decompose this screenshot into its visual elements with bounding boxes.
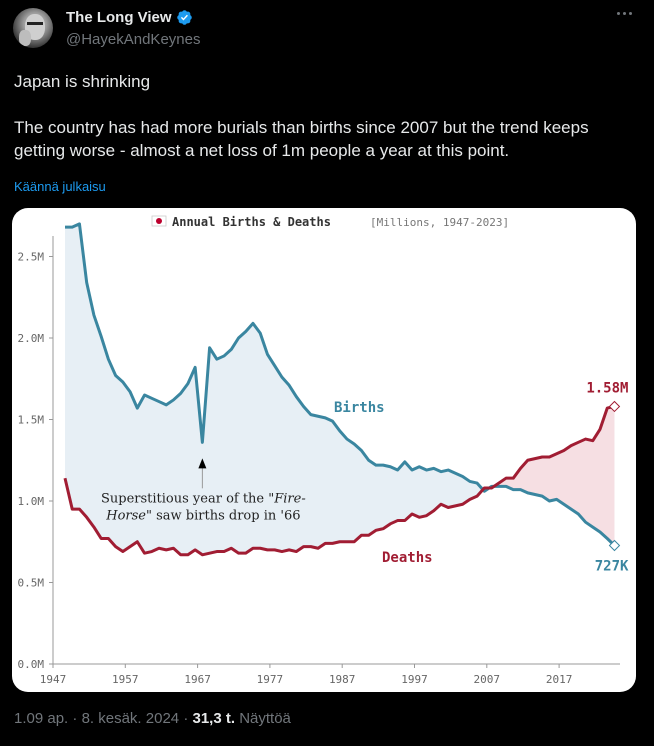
separator: · xyxy=(72,710,78,727)
deaths-end-label: 1.58M xyxy=(586,380,628,396)
births-series-label: Births xyxy=(334,400,385,416)
fire-horse-annotation-line1: Superstitious year of the "Fire- xyxy=(101,491,306,506)
tweet-footer: 1.09 ap. · 8. kesäk. 2024 · 31,3 t. Näyt… xyxy=(14,710,291,727)
author-handle[interactable]: @HayekAndKeynes xyxy=(66,31,201,48)
deaths-end-marker xyxy=(608,400,621,413)
author-display-name[interactable]: The Long View xyxy=(66,9,172,26)
y-tick-label: 0.5M xyxy=(18,577,45,590)
x-tick-label: 2007 xyxy=(474,673,501,686)
y-tick-label: 2.0M xyxy=(18,332,45,345)
views-count: 31,3 t. xyxy=(192,710,236,727)
tweet-text-line1: Japan is shrinking xyxy=(14,72,151,91)
annotation-arrow-head xyxy=(198,458,207,469)
tweet-text-line2: The country has had more burials than bi… xyxy=(14,118,589,160)
separator: · xyxy=(183,710,189,727)
births-line xyxy=(65,222,616,547)
deaths-surplus-area xyxy=(498,406,615,546)
births-end-marker xyxy=(608,539,621,552)
tweet-header: The Long View @HayekAndKeynes xyxy=(0,0,654,56)
deaths-line xyxy=(63,404,615,557)
chart-title: Annual Births & Deaths xyxy=(172,215,331,229)
tweet-time[interactable]: 1.09 ap. xyxy=(14,710,69,727)
tweet-date[interactable]: 8. kesäk. 2024 xyxy=(81,710,180,727)
x-tick-label: 1967 xyxy=(184,673,211,686)
births-end-label: 727K xyxy=(595,558,629,574)
x-tick-label: 2017 xyxy=(546,673,573,686)
tweet-text: Japan is shrinking The country has had m… xyxy=(14,70,644,185)
views-label: Näyttöä xyxy=(239,710,291,727)
x-tick-label: 1977 xyxy=(257,673,284,686)
avatar-glasses xyxy=(27,22,43,25)
verified-badge-icon[interactable] xyxy=(176,9,193,26)
births-surplus-area xyxy=(65,223,499,555)
y-tick-label: 1.5M xyxy=(18,414,45,427)
deaths-series-label: Deaths xyxy=(382,550,433,566)
avatar-hand xyxy=(19,30,31,46)
fire-horse-annotation-line2: Horse" saw births drop in '66 xyxy=(105,508,300,523)
more-dot xyxy=(629,12,632,15)
x-tick-label: 1947 xyxy=(40,673,67,686)
more-dot xyxy=(617,12,620,15)
y-tick-label: 1.0M xyxy=(18,495,45,508)
x-tick-label: 1997 xyxy=(401,673,428,686)
japan-flag-sun xyxy=(156,218,162,224)
y-tick-label: 2.5M xyxy=(18,251,45,264)
avatar[interactable] xyxy=(13,8,53,48)
chart-image[interactable]: 0.0M 0.5M 1.0M 1.5M 2.0M 2.5M 1947 1957 1967 1977… xyxy=(12,208,636,692)
births-deaths-chart: 0.0M 0.5M 1.0M 1.5M 2.0M 2.5M 1947 1957 1967 1977… xyxy=(18,215,630,686)
chart-subtitle: [Millions, 1947-2023] xyxy=(370,216,509,229)
author-name-row: The Long View xyxy=(66,9,193,26)
y-tick-label: 0.0M xyxy=(18,658,45,671)
x-tick-label: 1957 xyxy=(112,673,139,686)
translate-link[interactable]: Käännä julkaisu xyxy=(14,179,106,194)
more-dot xyxy=(623,12,626,15)
more-horizontal-icon[interactable] xyxy=(617,12,632,15)
x-tick-label: 1987 xyxy=(329,673,356,686)
